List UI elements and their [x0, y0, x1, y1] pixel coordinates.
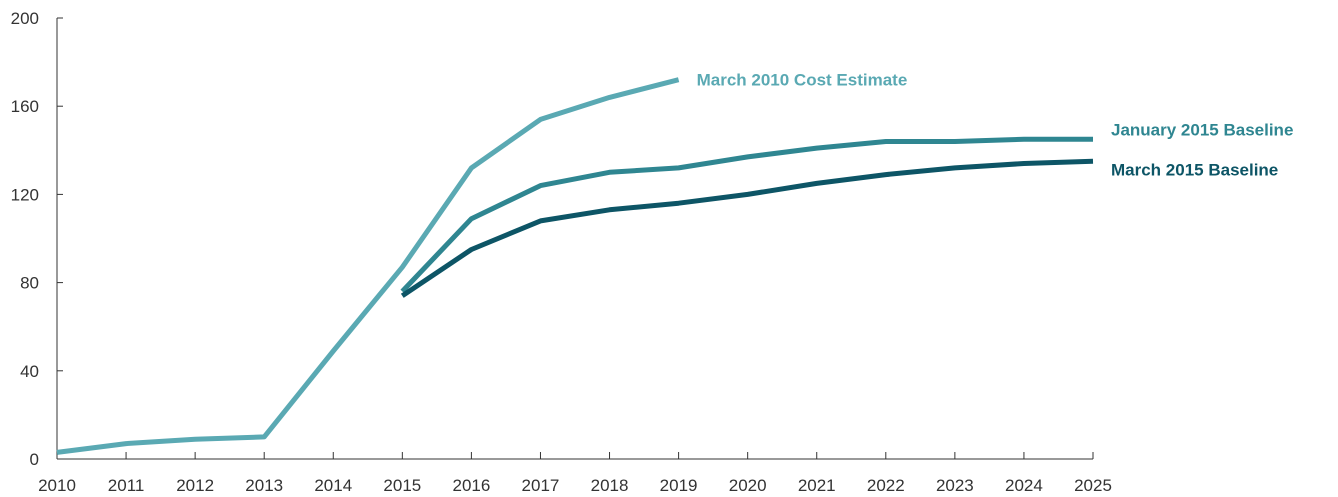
- x-tick-label: 2016: [452, 476, 490, 495]
- x-tick-label: 2012: [176, 476, 214, 495]
- x-tick-label: 2020: [729, 476, 767, 495]
- series-label-2: March 2015 Baseline: [1111, 160, 1278, 179]
- series-line-2: [400, 158, 1094, 298]
- y-tick-label: 40: [20, 362, 39, 381]
- x-tick-label: 2018: [591, 476, 629, 495]
- x-tick-label: 2013: [245, 476, 283, 495]
- x-tick-label: 2019: [660, 476, 698, 495]
- x-tick-label: 2024: [1005, 476, 1043, 495]
- x-tick-label: 2023: [936, 476, 974, 495]
- x-tick-label: 2010: [38, 476, 76, 495]
- series-labels: March 2010 Cost Estimate January 2015 Bas…: [697, 71, 1294, 180]
- series-label-0: March 2010 Cost Estimate: [697, 71, 908, 90]
- series-line-1: [400, 136, 1093, 294]
- y-tick-label: 0: [30, 450, 39, 469]
- y-tick-label: 120: [11, 185, 39, 204]
- y-tick-label: 80: [20, 274, 39, 293]
- x-tick-label: 2014: [314, 476, 352, 495]
- x-tick-label: 2015: [383, 476, 421, 495]
- series-layer: [56, 77, 1094, 455]
- chart-axes: 0 40 80 120 160 200 2010 2011 2012 2013 2014 2015 20…: [11, 9, 1112, 495]
- x-tick-label: 2011: [108, 476, 145, 495]
- y-tick-label: 160: [11, 97, 39, 116]
- series-line-0: [56, 77, 680, 455]
- x-tick-label: 2021: [798, 476, 836, 495]
- x-tick-label: 2017: [522, 476, 560, 495]
- y-tick-label: 200: [11, 9, 39, 28]
- x-tick-label: 2022: [867, 476, 905, 495]
- series-label-1: January 2015 Baseline: [1111, 120, 1293, 139]
- x-tick-label: 2025: [1074, 476, 1112, 495]
